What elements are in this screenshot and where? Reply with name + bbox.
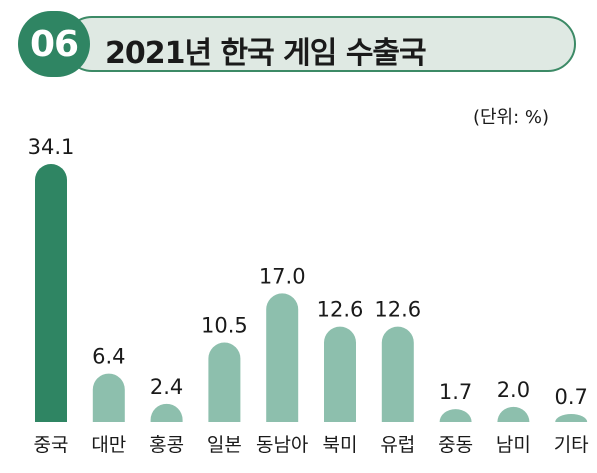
category-label: 홍콩 (149, 434, 184, 456)
category-label: 중동 (438, 434, 473, 456)
bar-중동 (439, 409, 472, 422)
category-label: 유럽 (380, 434, 415, 456)
unit-label: (단위: %) (472, 107, 549, 128)
chart-title: 2021년 한국 게임 수출국 (105, 36, 427, 71)
value-label: 2.0 (497, 378, 530, 402)
bar-남미 (497, 406, 530, 422)
bar-대만 (92, 373, 125, 422)
category-label: 중국 (34, 434, 69, 456)
value-label: 2.4 (150, 375, 183, 399)
bar-유럽 (381, 326, 414, 422)
bar-일본 (208, 342, 241, 422)
value-label: 17.0 (259, 264, 306, 288)
bar-기타 (555, 414, 588, 422)
value-label: 12.6 (317, 298, 364, 322)
value-label: 6.4 (92, 345, 125, 369)
value-label: 12.6 (374, 298, 421, 322)
section-number-badge: 06 (18, 11, 90, 77)
bar-북미 (324, 326, 356, 422)
value-label: 10.5 (201, 314, 248, 338)
chart-header: 06 2021년 한국 게임 수출국 (0, 0, 597, 90)
value-label: 0.7 (554, 385, 587, 409)
bar-홍콩 (150, 403, 183, 422)
category-label: 기타 (554, 434, 589, 456)
category-label: 동남아 (256, 434, 308, 456)
category-label: 남미 (496, 434, 531, 456)
bar-동남아 (266, 293, 299, 422)
value-label: 1.7 (439, 380, 472, 404)
category-label: 대만 (91, 434, 126, 456)
category-label: 일본 (207, 434, 242, 456)
bar-중국 (35, 164, 67, 422)
value-label: 34.1 (28, 135, 75, 159)
title-bar (64, 16, 576, 72)
category-label: 북미 (323, 434, 358, 456)
